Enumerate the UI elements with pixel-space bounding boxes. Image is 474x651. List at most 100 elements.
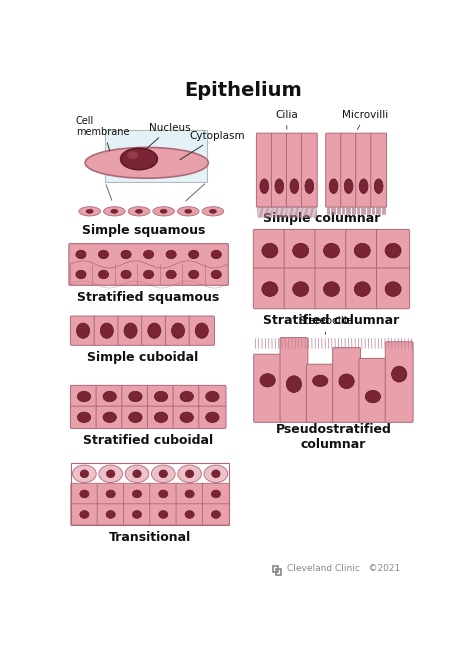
Ellipse shape	[99, 250, 109, 258]
Bar	[71, 463, 229, 525]
FancyBboxPatch shape	[371, 133, 386, 207]
FancyBboxPatch shape	[385, 342, 413, 422]
Ellipse shape	[354, 282, 370, 296]
Text: Stratified columnar: Stratified columnar	[264, 314, 400, 327]
FancyBboxPatch shape	[150, 504, 177, 525]
FancyBboxPatch shape	[306, 364, 334, 422]
FancyBboxPatch shape	[256, 133, 272, 207]
Ellipse shape	[313, 375, 328, 387]
Ellipse shape	[80, 510, 89, 518]
FancyBboxPatch shape	[272, 133, 287, 207]
FancyBboxPatch shape	[69, 243, 228, 285]
Ellipse shape	[153, 207, 174, 216]
Ellipse shape	[290, 179, 299, 193]
Ellipse shape	[128, 207, 150, 216]
FancyBboxPatch shape	[356, 133, 372, 207]
FancyBboxPatch shape	[94, 316, 119, 345]
Ellipse shape	[344, 179, 353, 193]
Ellipse shape	[172, 323, 184, 339]
FancyBboxPatch shape	[284, 268, 317, 309]
Ellipse shape	[262, 243, 278, 258]
Ellipse shape	[132, 490, 142, 498]
Ellipse shape	[155, 412, 168, 422]
Text: Transitional: Transitional	[109, 531, 191, 544]
FancyBboxPatch shape	[150, 483, 177, 505]
Ellipse shape	[211, 490, 220, 498]
FancyBboxPatch shape	[253, 229, 286, 270]
Ellipse shape	[286, 376, 301, 393]
FancyBboxPatch shape	[189, 316, 214, 345]
Text: Nucleus: Nucleus	[141, 123, 191, 153]
FancyBboxPatch shape	[176, 504, 203, 525]
FancyBboxPatch shape	[359, 359, 387, 422]
Text: Pseudostratified
columnar: Pseudostratified columnar	[275, 423, 392, 451]
FancyBboxPatch shape	[346, 268, 379, 309]
Ellipse shape	[204, 465, 228, 482]
Ellipse shape	[211, 510, 220, 518]
Ellipse shape	[292, 243, 309, 258]
Ellipse shape	[129, 412, 142, 422]
Ellipse shape	[80, 470, 89, 478]
Ellipse shape	[329, 179, 338, 193]
Text: Microvilli: Microvilli	[342, 110, 388, 130]
Ellipse shape	[120, 155, 151, 163]
Ellipse shape	[77, 391, 91, 402]
Ellipse shape	[275, 179, 283, 193]
Ellipse shape	[212, 470, 220, 478]
FancyBboxPatch shape	[202, 483, 229, 505]
Ellipse shape	[125, 465, 149, 482]
FancyBboxPatch shape	[147, 385, 174, 408]
Ellipse shape	[99, 270, 109, 279]
FancyBboxPatch shape	[173, 406, 201, 428]
FancyBboxPatch shape	[286, 133, 302, 207]
FancyBboxPatch shape	[202, 504, 229, 525]
Ellipse shape	[359, 179, 368, 193]
Text: Simple columnar: Simple columnar	[263, 212, 380, 225]
Ellipse shape	[155, 391, 168, 402]
Ellipse shape	[180, 412, 193, 422]
FancyBboxPatch shape	[254, 354, 282, 422]
Bar	[273, 566, 278, 572]
Ellipse shape	[86, 210, 93, 214]
Ellipse shape	[385, 282, 401, 296]
Ellipse shape	[195, 323, 209, 339]
Ellipse shape	[103, 412, 117, 422]
Ellipse shape	[166, 250, 176, 258]
Ellipse shape	[374, 179, 383, 193]
FancyBboxPatch shape	[199, 406, 226, 428]
Text: Cytoplasm: Cytoplasm	[180, 131, 246, 159]
Ellipse shape	[202, 207, 224, 216]
Ellipse shape	[121, 250, 131, 258]
Ellipse shape	[305, 179, 314, 193]
Ellipse shape	[385, 243, 401, 258]
Ellipse shape	[103, 207, 125, 216]
FancyBboxPatch shape	[301, 133, 317, 207]
Ellipse shape	[133, 470, 141, 478]
FancyBboxPatch shape	[315, 268, 348, 309]
Ellipse shape	[178, 465, 201, 482]
FancyBboxPatch shape	[123, 504, 151, 525]
FancyBboxPatch shape	[253, 268, 286, 309]
Ellipse shape	[77, 412, 91, 422]
Ellipse shape	[180, 391, 193, 402]
Ellipse shape	[160, 210, 167, 214]
Ellipse shape	[148, 323, 161, 339]
Ellipse shape	[77, 323, 90, 339]
FancyBboxPatch shape	[71, 385, 98, 408]
FancyBboxPatch shape	[333, 348, 361, 422]
Ellipse shape	[73, 465, 96, 482]
Ellipse shape	[120, 148, 157, 170]
Text: Simple squamous: Simple squamous	[82, 224, 205, 237]
Text: Cell
membrane: Cell membrane	[76, 116, 129, 151]
Ellipse shape	[106, 510, 115, 518]
FancyBboxPatch shape	[71, 316, 96, 345]
Ellipse shape	[260, 374, 275, 387]
Ellipse shape	[136, 210, 143, 214]
FancyBboxPatch shape	[280, 338, 308, 422]
Ellipse shape	[189, 250, 199, 258]
Ellipse shape	[185, 210, 191, 214]
Ellipse shape	[100, 323, 113, 339]
Ellipse shape	[121, 270, 131, 279]
Ellipse shape	[99, 465, 122, 482]
Ellipse shape	[292, 282, 309, 296]
